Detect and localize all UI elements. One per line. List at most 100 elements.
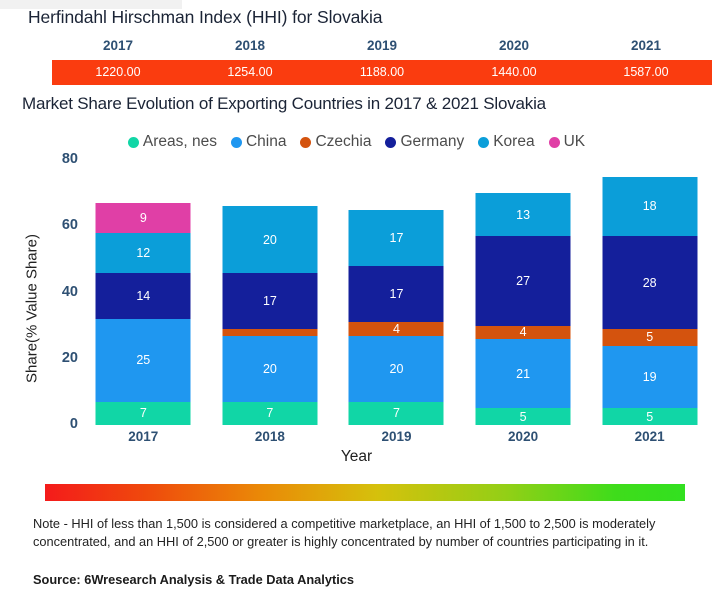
bar-segment[interactable]: 17	[348, 209, 444, 266]
legend-dot-icon	[300, 136, 312, 148]
bar-segment-label: 27	[516, 273, 531, 288]
bar-segment[interactable]: 7	[348, 401, 444, 425]
source-text: Source: 6Wresearch Analysis & Trade Data…	[33, 572, 355, 587]
bar-segment[interactable]: 20	[222, 206, 318, 273]
legend-label: Czechia	[315, 133, 372, 150]
bar-segment[interactable]: 25	[95, 319, 191, 402]
bar-slot: 5 21 4 27 13	[460, 160, 587, 425]
y-axis-tick-label: 40	[61, 283, 78, 300]
stacked-bar[interactable]: 7 25 14 12 9	[95, 203, 191, 425]
bar-segment[interactable]: 20	[348, 335, 444, 402]
bar-segment[interactable]: 14	[95, 272, 191, 319]
bar-segment[interactable]: 17	[222, 272, 318, 329]
x-axis-ticks: 2017 2018 2019 2020 2021	[80, 426, 713, 448]
bar-segment[interactable]: 18	[602, 176, 698, 237]
bar-segment-label: 17	[389, 230, 404, 245]
legend-dot-icon	[478, 136, 490, 148]
plot-area: Share(% Value Share) 80 60 40 20 0 7 25 14 12 9 7…	[0, 151, 713, 450]
bar-segment[interactable]: 4	[475, 325, 571, 339]
legend-dot-icon	[127, 136, 139, 148]
legend-label: Korea	[493, 133, 535, 150]
hhi-value: 1188.00	[359, 65, 405, 79]
x-axis-tick-label: 2019	[381, 429, 412, 444]
bar-segment[interactable]: 27	[475, 236, 571, 326]
hhi-year-header-row: 2017 2018 2019 2020 2021	[52, 36, 712, 56]
legend-dot-icon	[385, 136, 397, 148]
bar-segment-label: 9	[139, 210, 147, 225]
y-axis-ticks: 80 60 40 20 0	[34, 151, 78, 450]
bar-segment[interactable]: 4	[348, 322, 444, 336]
bar-segment-label: 20	[262, 361, 277, 376]
bar-segment-label: 5	[519, 409, 527, 424]
stacked-bar[interactable]: 5 21 4 27 13	[475, 193, 571, 425]
bar-segment[interactable]: 20	[222, 335, 318, 402]
bar-slot: 7 20 4 17 17	[333, 160, 460, 425]
bar-segment-label: 12	[136, 245, 151, 260]
hhi-value: 1220.00	[95, 65, 141, 79]
bar-slot: 7 25 14 12 9	[80, 160, 207, 425]
bar-segment-label: 4	[393, 322, 400, 336]
hhi-value: 1254.00	[227, 65, 273, 79]
hhi-value: 1587.00	[623, 65, 669, 79]
bar-segment-label: 18	[642, 199, 657, 214]
legend-item[interactable]: Areas, nes	[127, 133, 217, 151]
bar-segment[interactable]: 13	[475, 193, 571, 237]
stacked-bar[interactable]: 5 19 5 28 18	[602, 176, 698, 425]
legend-label: Germany	[400, 133, 465, 150]
stacked-bar[interactable]: 7 20 17 20	[222, 206, 318, 425]
x-axis-tick-label: 2020	[508, 429, 539, 444]
bar-segment-label: 7	[139, 406, 147, 421]
legend-item[interactable]: Czechia	[300, 133, 371, 151]
bar-segment-label: 4	[519, 325, 527, 339]
bar-segment[interactable]	[222, 328, 318, 336]
x-axis-label: Year	[340, 448, 373, 465]
bar-segment[interactable]: 19	[602, 345, 698, 409]
bar-group: 7 25 14 12 9 7 20 17 20 7 20 4 17 17 5 21 4 27 13 5 19 5 28 18	[80, 160, 713, 425]
hhi-value: 1440.00	[491, 65, 537, 79]
hhi-year-label: 2021	[630, 38, 662, 53]
hhi-scale-gradient	[45, 484, 685, 501]
legend-dot-icon	[230, 136, 242, 148]
bar-segment-label: 13	[516, 207, 531, 222]
x-axis-tick-label: 2017	[128, 429, 159, 444]
chart-title: Market Share Evolution of Exporting Coun…	[22, 94, 546, 113]
x-axis-tick-label: 2018	[254, 429, 285, 444]
hhi-year-label: 2020	[498, 38, 530, 53]
bar-segment[interactable]: 9	[95, 203, 191, 233]
legend-label: Areas, nes	[142, 133, 217, 150]
legend-dot-icon	[548, 136, 560, 148]
hhi-value-bar: 1220.00 1254.00 1188.00 1440.00 1587.00	[52, 60, 712, 85]
hhi-title: Herfindahl Hirschman Index (HHI) for Slo…	[28, 7, 383, 27]
bar-segment-label: 17	[262, 293, 277, 308]
legend-item[interactable]: UK	[548, 133, 586, 151]
footnote-text: Note - HHI of less than 1,500 is conside…	[33, 516, 656, 549]
hhi-year-label: 2018	[234, 38, 266, 53]
x-axis-tick-label: 2021	[634, 429, 665, 444]
bar-slot: 7 20 17 20	[207, 160, 334, 425]
hhi-year-label: 2017	[102, 38, 134, 53]
bar-segment[interactable]: 21	[475, 338, 571, 409]
bar-segment[interactable]: 5	[602, 328, 698, 346]
legend-item[interactable]: Korea	[478, 133, 535, 151]
legend-item[interactable]: Germany	[385, 133, 464, 151]
stacked-bar[interactable]: 7 20 4 17 17	[348, 209, 444, 425]
bar-segment-label: 5	[646, 330, 654, 345]
bar-segment[interactable]: 5	[602, 408, 698, 425]
bar-segment-label: 17	[389, 287, 404, 302]
bar-segment[interactable]: 28	[602, 236, 698, 329]
bar-segment[interactable]: 17	[348, 266, 444, 323]
y-axis-tick-label: 0	[69, 416, 78, 432]
bar-segment-label: 20	[262, 232, 277, 247]
top-edge-strip	[0, 0, 182, 9]
bar-segment[interactable]: 7	[222, 401, 318, 425]
bar-segment-label: 21	[516, 366, 531, 381]
bar-segment-label: 19	[642, 369, 657, 384]
bar-segment-label: 7	[393, 406, 400, 421]
bar-segment-label: 25	[136, 353, 151, 368]
legend-item[interactable]: China	[230, 133, 286, 151]
bar-segment[interactable]: 12	[95, 232, 191, 273]
bar-segment[interactable]: 7	[95, 401, 191, 425]
legend-label: UK	[563, 133, 586, 150]
bar-segment[interactable]: 5	[475, 408, 571, 425]
